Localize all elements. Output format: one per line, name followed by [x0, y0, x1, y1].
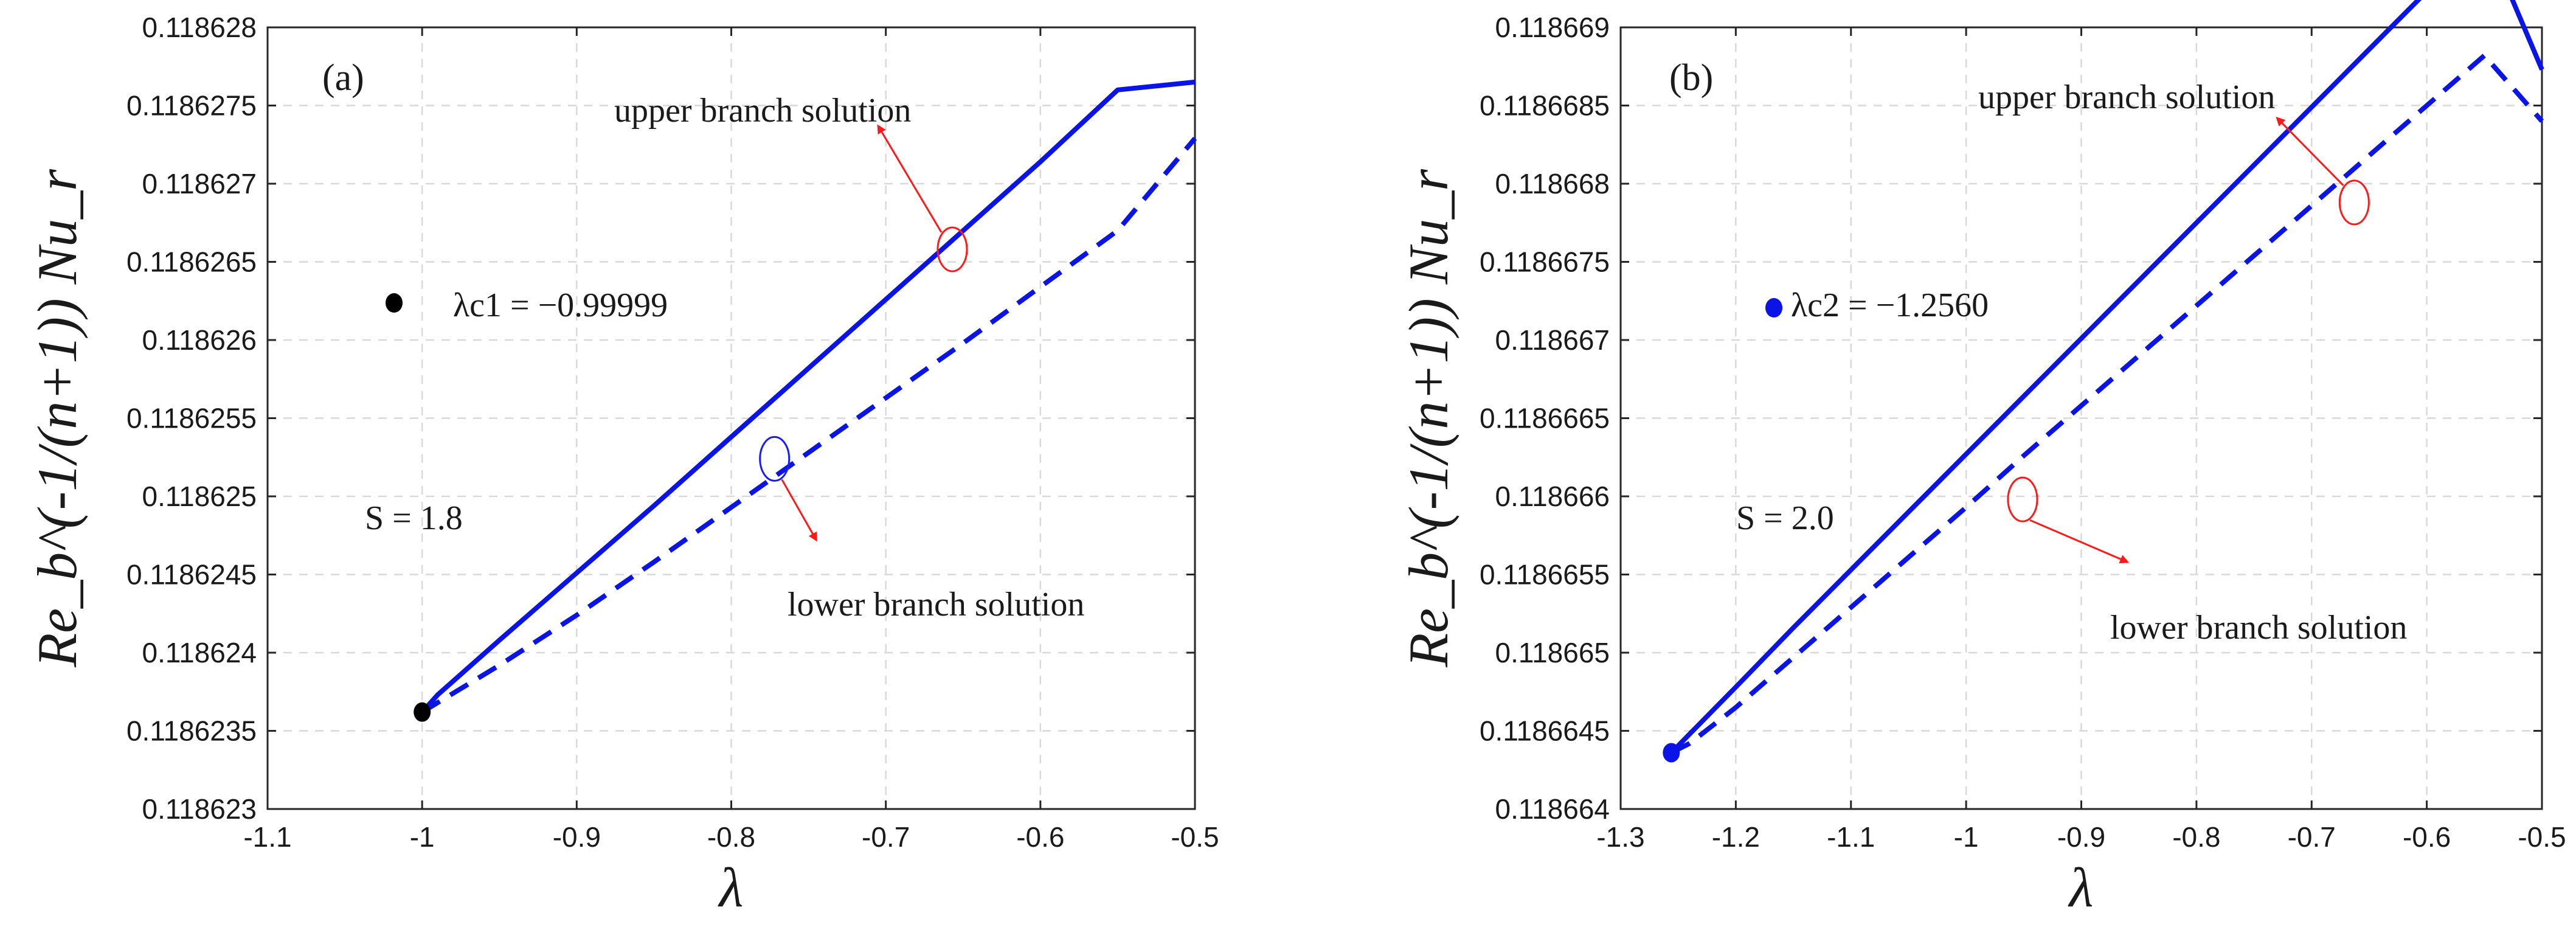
upper-branch-arrow-a: [877, 124, 943, 233]
x-tick-label-b: -0.6: [2403, 821, 2451, 853]
y-tick-label-a: 0.118623: [142, 793, 257, 825]
y-tick-label-b: 0.1186675: [1480, 246, 1610, 278]
lower-branch-line-b: [1670, 53, 2544, 755]
y-tick-label-b: 0.118666: [1495, 481, 1610, 512]
x-tick-label-a: -1: [410, 821, 435, 853]
upper-branch-label-b: upper branch solution: [1978, 78, 2275, 116]
critical-legend-dot-a: [386, 293, 403, 313]
y-tick-label-a: 0.118627: [142, 168, 257, 200]
x-tick-label-a: -0.9: [553, 821, 601, 853]
x-tick-label-b: -1.2: [1712, 821, 1760, 853]
y-tick-label-b: 0.1186665: [1480, 403, 1610, 434]
panel-label-a: (a): [322, 57, 364, 99]
x-tick-label-b: -0.5: [2518, 821, 2566, 853]
lower-branch-arrow-b: [2029, 519, 2130, 564]
annotations-b: (b) S = 2.0 upper branch solution lower …: [1669, 57, 2407, 647]
critical-value-label-b: λc2 = −1.2560: [1791, 286, 1989, 324]
axis-labels-b: λ Re_b^(-1/(n+1)) Nu_r: [1397, 168, 2093, 918]
y-tick-label-b: 0.118664: [1495, 793, 1610, 825]
y-tick-label-a: 0.1186275: [126, 90, 257, 122]
x-tick-label-a: -0.6: [1016, 821, 1064, 853]
lower-branch-arrow-a: [781, 479, 817, 542]
parameter-label-a: S = 1.8: [365, 499, 463, 537]
critical-legend-dot-b: [1765, 298, 1782, 318]
x-tick-label-b: -1: [1954, 821, 1979, 853]
series-b: [1663, 0, 2544, 763]
chart-panel-b: -1.3 -1.2 -1.1 -1 -0.9 -0.8 -0.7 -0.6 -0.5 0.118…: [1397, 0, 2566, 918]
y-tick-label-b: 0.118667: [1495, 324, 1610, 356]
y-tick-label-b: 0.1186655: [1480, 559, 1610, 591]
grid-lines-a: [268, 27, 1195, 809]
critical-point-marker-a: [414, 702, 431, 722]
x-tick-label-b: -1.1: [1827, 821, 1875, 853]
y-tick-label-b: 0.1186685: [1480, 90, 1610, 122]
y-ticks-a: 0.118623 0.1186235 0.118624 0.1186245 0.1186…: [126, 12, 1195, 825]
upper-branch-ellipse-a: [937, 226, 968, 273]
lower-branch-label-a: lower branch solution: [788, 586, 1084, 623]
y-tick-label-b: 0.1186645: [1480, 715, 1610, 747]
x-axis-label-b: λ: [2068, 856, 2094, 918]
y-axis-label-b: Re_b^(-1/(n+1)) Nu_r: [1397, 168, 1459, 668]
annotations-a: (a) S = 1.8 upper branch solution lower …: [322, 57, 1084, 623]
axis-labels-a: λ Re_b^(-1/(n+1)) Nu_r: [26, 168, 743, 918]
x-tick-label-a: -0.5: [1171, 821, 1219, 853]
y-tick-label-b: 0.118665: [1495, 637, 1610, 668]
upper-branch-label-a: upper branch solution: [614, 92, 911, 130]
x-tick-label-b: -0.9: [2057, 821, 2105, 853]
y-tick-label-a: 0.1186265: [126, 246, 257, 278]
critical-point-marker-b: [1663, 743, 1680, 763]
y-ticks-b: 0.118664 0.1186645 0.118665 0.1186655 0.1186…: [1480, 12, 2542, 825]
y-tick-label-a: 0.118628: [142, 12, 257, 43]
x-axis-label-a: λ: [718, 856, 744, 918]
panel-label-b: (b): [1669, 57, 1713, 99]
x-tick-label-a: -1.1: [243, 821, 291, 853]
upper-branch-ellipse-b: [2338, 179, 2370, 226]
x-tick-label-a: -0.7: [862, 821, 910, 853]
lower-branch-ellipse-a: [759, 436, 791, 482]
lower-branch-ellipse-b: [2007, 476, 2038, 523]
series-a: [386, 79, 1197, 722]
y-tick-label-b: 0.118668: [1495, 168, 1610, 200]
x-tick-label-b: -0.8: [2172, 821, 2220, 853]
parameter-label-b: S = 2.0: [1736, 499, 1834, 537]
y-axis-label-a: Re_b^(-1/(n+1)) Nu_r: [26, 168, 88, 668]
upper-branch-line-a: [420, 79, 1196, 714]
critical-value-label-a: λc1 = −0.99999: [453, 286, 668, 324]
y-tick-label-a: 0.1186235: [126, 715, 257, 747]
y-tick-label-a: 0.1186245: [126, 559, 257, 591]
x-tick-label-b: -0.7: [2288, 821, 2336, 853]
y-tick-label-a: 0.1186255: [126, 403, 257, 434]
y-tick-label-b: 0.118669: [1495, 12, 1610, 43]
lower-branch-label-b: lower branch solution: [2110, 609, 2407, 647]
upper-branch-arrow-b: [2276, 116, 2344, 186]
x-ticks-b: -1.3 -1.2 -1.1 -1 -0.9 -0.8 -0.7 -0.6 -0.5: [1596, 27, 2566, 853]
chart-panel-a: -1.1 -1 -0.9 -0.8 -0.7 -0.6 -0.5 0.1186230.118…: [26, 12, 1219, 918]
x-tick-label-a: -0.8: [707, 821, 755, 853]
upper-branch-line-b: [1669, 0, 2544, 755]
lower-branch-line-a: [421, 136, 1197, 715]
y-tick-label-a: 0.118625: [142, 481, 257, 512]
y-tick-label-a: 0.118626: [142, 324, 257, 356]
y-tick-label-a: 0.118624: [142, 637, 257, 668]
x-tick-label-b: -1.3: [1596, 821, 1644, 853]
grid-lines-b: [1621, 27, 2542, 809]
x-ticks-a: -1.1 -1 -0.9 -0.8 -0.7 -0.6 -0.5: [243, 27, 1219, 853]
